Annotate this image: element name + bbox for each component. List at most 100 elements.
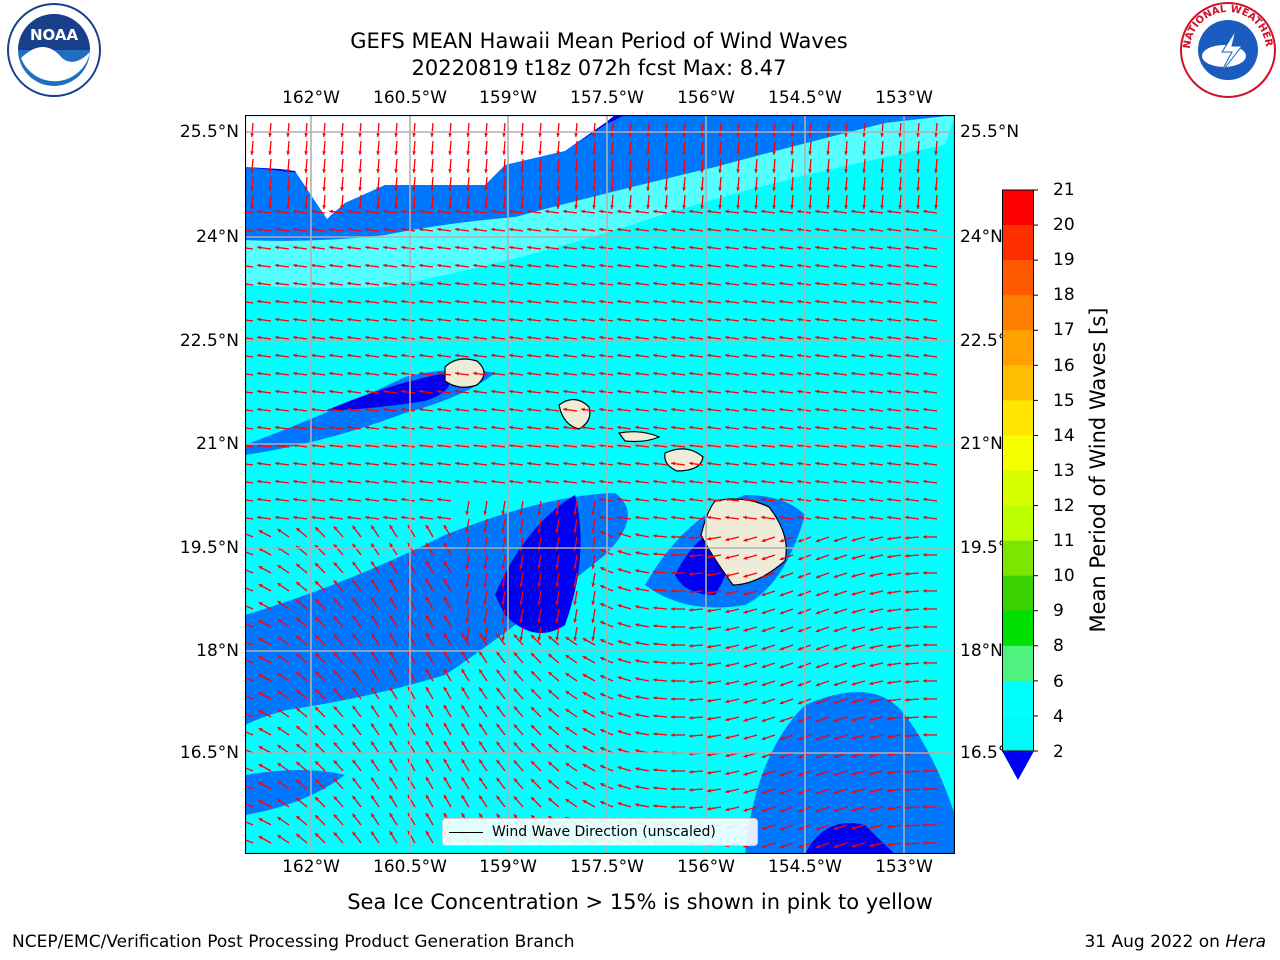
wind-wave-arrowhead — [779, 461, 783, 466]
wind-wave-arrowhead — [293, 461, 297, 466]
wind-wave-arrowhead — [491, 407, 495, 412]
wind-wave-arrowhead — [869, 281, 873, 286]
wind-wave-arrowhead — [905, 590, 909, 594]
wind-wave-arrowhead — [617, 227, 621, 232]
lat-label: 21°N — [196, 434, 239, 454]
wind-wave-arrowhead — [277, 619, 282, 623]
wind-wave-arrowhead — [880, 151, 884, 155]
wind-wave-arrowhead — [779, 700, 784, 705]
wind-wave-arrowhead — [653, 660, 657, 664]
wind-wave-arrowhead — [537, 529, 542, 533]
wind-wave-arrowhead — [555, 511, 560, 515]
wind-wave-arrowhead — [565, 727, 570, 731]
wind-wave-arrowhead — [531, 671, 535, 675]
wind-wave-arrowhead — [653, 461, 657, 466]
wind-wave-arrowhead — [496, 705, 501, 710]
wind-wave-arrowhead — [513, 742, 518, 747]
wind-wave-arrowhead — [315, 743, 319, 747]
wind-wave-arrowhead — [815, 227, 819, 232]
wind-wave-arrowhead — [473, 371, 477, 376]
wind-wave-arrowhead — [707, 479, 711, 484]
wind-wave-arrowhead — [389, 633, 394, 638]
wind-wave-arrowhead — [443, 542, 448, 547]
wind-wave-arrowhead — [743, 556, 748, 560]
wind-wave-arrowhead — [653, 696, 657, 700]
wind-wave-arrowhead — [869, 609, 874, 614]
wind-wave-arrowhead — [689, 572, 693, 576]
wind-wave-arrowhead — [599, 317, 603, 322]
wind-wave-arrowhead — [443, 614, 448, 619]
wind-wave-arrowhead — [851, 407, 855, 412]
wind-wave-arrowhead — [851, 479, 855, 484]
wind-wave-arrowhead — [707, 317, 711, 322]
wind-wave-arrowhead — [473, 317, 477, 322]
wind-wave-arrowhead — [887, 644, 891, 649]
wind-wave-arrowhead — [275, 263, 279, 268]
wind-wave-arrowhead — [574, 133, 578, 137]
wind-wave-arrowhead — [563, 227, 567, 232]
wind-wave-arrowhead — [635, 767, 640, 771]
wind-wave-arrowhead — [923, 209, 927, 214]
wind-wave-arrowhead — [600, 549, 605, 553]
wind-wave-arrowhead — [268, 151, 272, 155]
wind-wave-arrow — [245, 820, 254, 826]
wind-wave-arrowhead — [484, 151, 488, 155]
wind-wave-arrowhead — [833, 389, 837, 394]
wind-wave-arrowhead — [258, 548, 263, 552]
wind-wave-arrow — [245, 604, 254, 610]
wind-wave-arrowhead — [689, 245, 693, 250]
wind-wave-arrowhead — [707, 770, 711, 775]
wind-wave-arrowhead — [333, 706, 338, 711]
wind-wave-arrowhead — [887, 479, 891, 484]
wind-wave-arrowhead — [501, 601, 506, 605]
wind-wave-arrowhead — [653, 245, 657, 250]
wind-wave-arrow — [245, 838, 254, 844]
wind-wave-arrowhead — [419, 245, 423, 250]
wind-wave-arrowhead — [509, 245, 513, 250]
wind-wave-arrowhead — [617, 389, 621, 394]
wind-wave-arrowhead — [277, 817, 282, 821]
wind-wave-arrowhead — [311, 515, 315, 520]
wind-wave-arrowhead — [545, 371, 549, 376]
wind-wave-arrowhead — [923, 769, 927, 773]
wind-wave-arrowhead — [600, 729, 605, 733]
wind-wave-arrowhead — [389, 813, 394, 818]
wind-wave-arrowhead — [808, 133, 812, 137]
wind-wave-arrowhead — [600, 711, 605, 715]
map-plot-area — [245, 115, 955, 854]
wind-wave-arrowhead — [277, 529, 282, 533]
wind-wave-arrowhead — [851, 317, 855, 322]
wind-wave-arrowhead — [689, 227, 693, 232]
wind-wave-arrowhead — [689, 788, 693, 792]
wind-wave-arrowhead — [496, 777, 501, 782]
wind-wave-arrowhead — [426, 614, 430, 619]
wind-wave-arrowhead — [491, 263, 495, 268]
wind-wave-arrowhead — [743, 497, 747, 502]
wind-wave-arrowhead — [548, 672, 553, 676]
wind-wave-arrowhead — [600, 639, 605, 643]
wind-wave-arrowhead — [483, 583, 488, 587]
colorbar-tick-label: 8 — [1053, 636, 1064, 656]
wind-wave-arrowhead — [743, 299, 747, 304]
wind-wave-arrowhead — [465, 601, 470, 605]
wind-wave-arrowhead — [443, 560, 448, 565]
wind-wave-arrowhead — [591, 583, 596, 587]
wind-wave-arrowhead — [887, 626, 891, 631]
wind-wave-arrowhead — [887, 317, 891, 322]
wind-wave-arrowhead — [548, 726, 553, 730]
wind-wave-arrowhead — [531, 743, 535, 747]
wind-wave-arrowhead — [743, 281, 747, 286]
wind-wave-arrowhead — [257, 335, 261, 340]
wind-wave-arrowhead — [443, 722, 448, 727]
wind-wave-arrowhead — [815, 263, 819, 268]
wind-wave-arrowhead — [383, 479, 387, 484]
wind-wave-arrowhead — [479, 723, 483, 728]
wind-wave-arrowhead — [412, 169, 416, 173]
wind-wave-arrowhead — [419, 389, 423, 394]
wind-wave-arrowhead — [483, 619, 488, 623]
wind-wave-arrowhead — [311, 209, 315, 214]
wind-wave-arrowhead — [545, 479, 549, 484]
wind-wave-arrowhead — [646, 169, 650, 173]
wind-wave-arrowhead — [329, 407, 333, 412]
wind-wave-arrowhead — [371, 813, 375, 818]
